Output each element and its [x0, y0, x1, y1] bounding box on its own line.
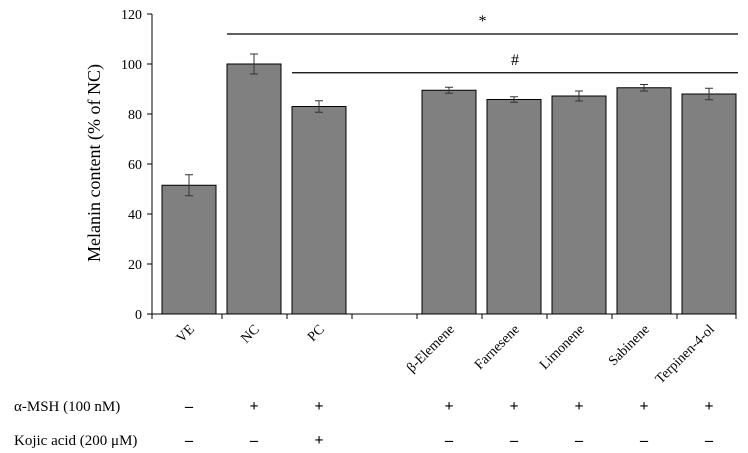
category-label: β-Elemene	[404, 322, 458, 376]
category-label: Sabinene	[606, 322, 653, 369]
treatment-sign: +	[314, 398, 323, 415]
treatment-sign: –	[574, 432, 584, 449]
bar-Terpinen-4-ol	[681, 93, 737, 315]
treatment-sign: +	[314, 432, 323, 449]
treatment-rows: α-MSH (100 nM) – + + + + + + + Kojic acid (200 μM…	[14, 398, 714, 449]
bar-NC	[226, 63, 282, 315]
treatment-sign: –	[444, 432, 454, 449]
y-tick-label: 120	[121, 8, 142, 23]
treatment-sign: +	[639, 398, 648, 415]
bar-PC	[291, 106, 347, 315]
y-tick-label: 80	[128, 108, 142, 123]
treatment-row-label: Kojic acid (200 μM)	[14, 433, 137, 449]
significance-annotations: *#	[227, 13, 738, 74]
treatment-sign: –	[704, 432, 714, 449]
error-bars	[185, 53, 713, 197]
bar-Limonene	[551, 95, 607, 315]
treatment-row-label: α-MSH (100 nM)	[14, 399, 120, 415]
bar-VE	[161, 184, 217, 315]
bar-Sabinene	[616, 87, 672, 315]
bar-β-Elemene	[421, 89, 477, 315]
treatment-sign: +	[704, 398, 713, 415]
treatment-sign: –	[184, 398, 194, 415]
treatment-sign: +	[444, 398, 453, 415]
treatment-sign: –	[249, 432, 259, 449]
y-tick-label: 60	[128, 158, 142, 173]
bars	[161, 63, 737, 315]
treatment-sign: +	[509, 398, 518, 415]
y-tick-label: 0	[135, 308, 142, 323]
y-tick-label: 20	[128, 258, 142, 273]
treatment-sign: –	[509, 432, 519, 449]
y-tick-label: 100	[121, 58, 142, 73]
treatment-sign: +	[249, 398, 258, 415]
y-tick-label: 40	[128, 208, 142, 223]
category-label: PC	[305, 322, 328, 345]
category-label: Farnesene	[472, 322, 523, 373]
category-labels: VE NC PC β-Elemene Farnesene Limonene Sabinene…	[174, 322, 718, 387]
treatment-sign: +	[574, 398, 583, 415]
category-label: Limonene	[537, 322, 588, 373]
category-label: NC	[238, 322, 262, 346]
treatment-sign: –	[639, 432, 649, 449]
category-label: Terpinen-4-ol	[653, 322, 718, 387]
significance-symbol: #	[511, 52, 519, 69]
y-axis-label: Melanin content (% of NC)	[84, 64, 105, 262]
category-label: VE	[174, 322, 198, 346]
significance-symbol: *	[479, 13, 487, 30]
bar-Farnesene	[486, 99, 542, 315]
treatment-sign: –	[184, 432, 194, 449]
